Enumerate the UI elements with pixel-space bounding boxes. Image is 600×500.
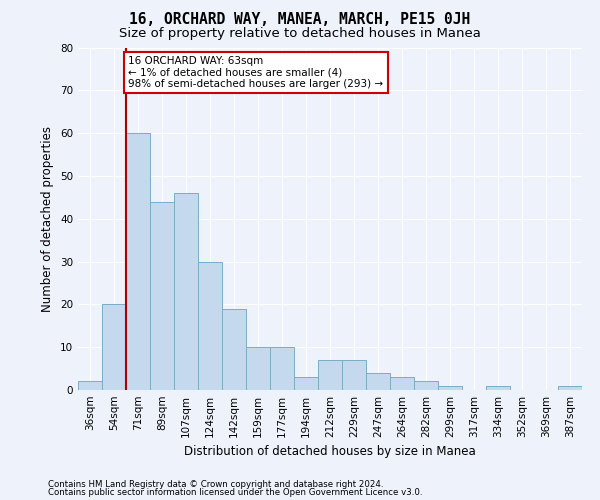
Bar: [294, 377, 318, 390]
Text: Size of property relative to detached houses in Manea: Size of property relative to detached ho…: [119, 28, 481, 40]
Bar: [342, 360, 366, 390]
Bar: [150, 202, 174, 390]
Text: Contains public sector information licensed under the Open Government Licence v3: Contains public sector information licen…: [48, 488, 422, 497]
Bar: [78, 382, 102, 390]
Text: Contains HM Land Registry data © Crown copyright and database right 2024.: Contains HM Land Registry data © Crown c…: [48, 480, 383, 489]
Bar: [438, 386, 462, 390]
Y-axis label: Number of detached properties: Number of detached properties: [41, 126, 55, 312]
Bar: [270, 347, 294, 390]
Bar: [486, 386, 510, 390]
Text: 16 ORCHARD WAY: 63sqm
← 1% of detached houses are smaller (4)
98% of semi-detach: 16 ORCHARD WAY: 63sqm ← 1% of detached h…: [128, 56, 383, 90]
Bar: [246, 347, 270, 390]
X-axis label: Distribution of detached houses by size in Manea: Distribution of detached houses by size …: [184, 446, 476, 458]
Bar: [414, 382, 438, 390]
Bar: [198, 262, 222, 390]
Bar: [174, 193, 198, 390]
Bar: [222, 308, 246, 390]
Bar: [558, 386, 582, 390]
Text: 16, ORCHARD WAY, MANEA, MARCH, PE15 0JH: 16, ORCHARD WAY, MANEA, MARCH, PE15 0JH: [130, 12, 470, 28]
Bar: [126, 133, 150, 390]
Bar: [390, 377, 414, 390]
Bar: [102, 304, 126, 390]
Bar: [366, 373, 390, 390]
Bar: [318, 360, 342, 390]
